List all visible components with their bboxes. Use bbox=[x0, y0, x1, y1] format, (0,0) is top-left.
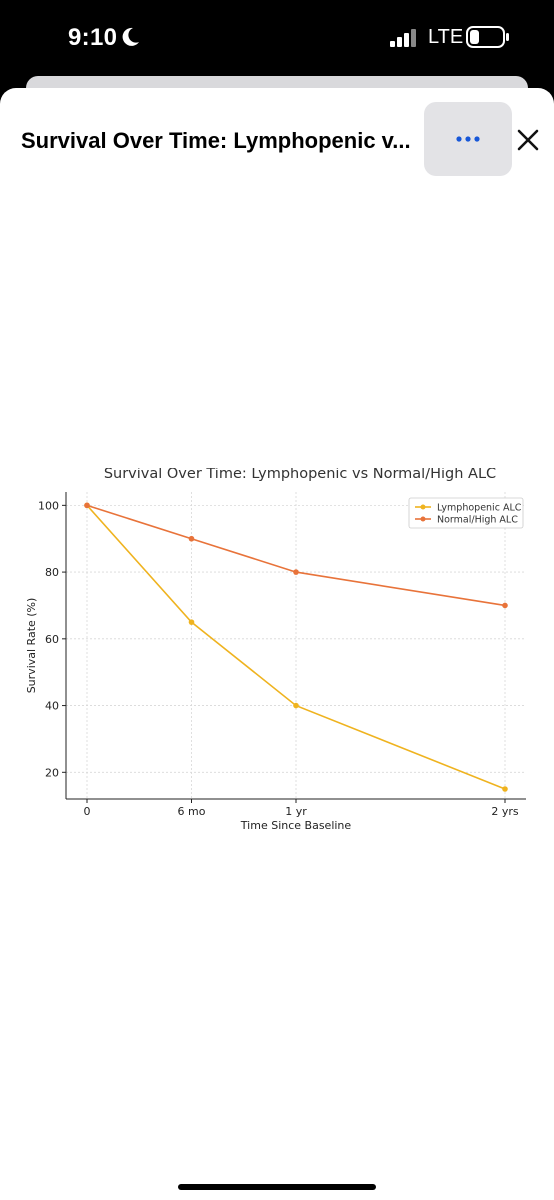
home-indicator[interactable] bbox=[178, 1184, 376, 1190]
y-tick-label-1: 40 bbox=[45, 700, 59, 713]
chart-title: Survival Over Time: Lymphopenic vs Norma… bbox=[104, 468, 496, 482]
y-tick-label-4: 100 bbox=[38, 499, 59, 512]
close-button[interactable] bbox=[512, 124, 544, 156]
series-1-point-0 bbox=[84, 502, 90, 509]
series-0-point-2 bbox=[293, 702, 299, 709]
ellipsis-icon bbox=[456, 136, 480, 142]
signal-icon bbox=[390, 29, 416, 47]
chart-image: Survival Over Time: Lymphopenic vs Norma… bbox=[20, 466, 540, 868]
survival-line-chart: Survival Over Time: Lymphopenic vs Norma… bbox=[25, 466, 526, 832]
series-line-1 bbox=[86, 504, 506, 607]
series-0-point-1 bbox=[188, 619, 195, 625]
legend-box bbox=[408, 497, 524, 529]
status-bar: 9:10 LTE bbox=[0, 0, 554, 76]
series-1-point-3 bbox=[502, 602, 508, 609]
network-label: LTE bbox=[428, 26, 464, 48]
series-1-point-2 bbox=[293, 569, 299, 575]
legend-marker-1 bbox=[420, 516, 426, 522]
y-axis-label: Survival Rate (%) bbox=[25, 598, 38, 694]
more-button[interactable] bbox=[424, 102, 512, 176]
modal-sheet: Survival Over Time: Lymphopenic v... Sur… bbox=[0, 88, 554, 1200]
legend-label-0: Lymphopenic ALC bbox=[437, 503, 522, 514]
battery-icon bbox=[466, 26, 509, 48]
series-line-0 bbox=[86, 504, 506, 790]
legend-label-1: Normal/High ALC bbox=[437, 515, 518, 526]
y-tick-label-3: 80 bbox=[45, 566, 59, 579]
series-0-point-3 bbox=[502, 786, 508, 792]
x-axis-label: Time Since Baseline bbox=[240, 819, 352, 832]
close-icon bbox=[517, 129, 539, 151]
sheet-title: Survival Over Time: Lymphopenic v... bbox=[21, 128, 411, 153]
status-time: 9:10 bbox=[68, 24, 118, 51]
series-1-point-1 bbox=[188, 535, 195, 542]
y-tick-label-2: 60 bbox=[45, 633, 59, 646]
moon-icon bbox=[122, 27, 139, 46]
y-tick-label-0: 20 bbox=[45, 766, 59, 779]
x-tick-label-3: 2 yrs bbox=[491, 805, 519, 818]
x-tick-label-1: 6 mo bbox=[178, 805, 206, 818]
x-tick-label-0: 0 bbox=[84, 805, 91, 818]
legend-marker-0 bbox=[420, 504, 426, 510]
x-tick-label-2: 1 yr bbox=[285, 805, 307, 818]
